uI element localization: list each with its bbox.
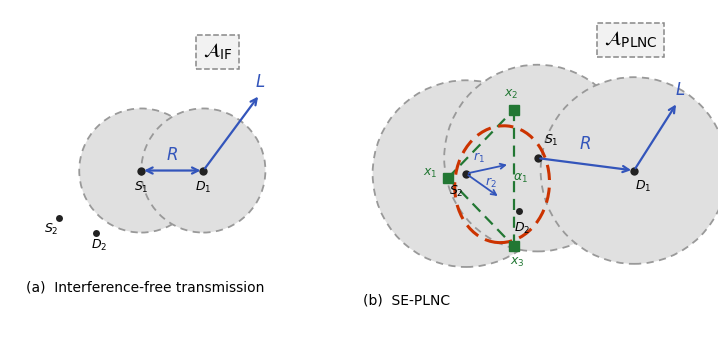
- Text: $S_1$: $S_1$: [134, 180, 149, 195]
- Circle shape: [373, 80, 559, 267]
- Text: L: L: [255, 73, 264, 91]
- Text: (b)  SE-PLNC: (b) SE-PLNC: [363, 293, 450, 307]
- Text: $D_1$: $D_1$: [635, 179, 651, 193]
- Text: L: L: [676, 81, 685, 98]
- Text: $x_3$: $x_3$: [510, 255, 524, 269]
- Text: $D_1$: $D_1$: [195, 180, 212, 195]
- Text: $r_1$: $r_1$: [472, 151, 485, 165]
- Text: $S_1$: $S_1$: [544, 133, 559, 148]
- Text: $x_1$: $x_1$: [424, 166, 438, 180]
- Text: $S_2$: $S_2$: [44, 222, 58, 237]
- Text: $\mathcal{A}_{\mathsf{PLNC}}$: $\mathcal{A}_{\mathsf{PLNC}}$: [604, 30, 658, 50]
- Text: R: R: [580, 135, 592, 153]
- Text: $\alpha_1$: $\alpha_1$: [513, 172, 528, 184]
- Text: R: R: [167, 146, 178, 164]
- Circle shape: [541, 77, 718, 264]
- Text: $S_2$: $S_2$: [449, 183, 464, 199]
- Text: $x_2$: $x_2$: [503, 87, 518, 101]
- Circle shape: [444, 65, 631, 251]
- Text: $\mathcal{A}_{\mathsf{IF}}$: $\mathcal{A}_{\mathsf{IF}}$: [202, 42, 233, 62]
- Text: $D_2$: $D_2$: [91, 237, 107, 253]
- Text: (a)  Interference-free transmission: (a) Interference-free transmission: [26, 280, 264, 295]
- Circle shape: [141, 109, 266, 232]
- Text: $r_2$: $r_2$: [485, 175, 496, 190]
- Circle shape: [79, 109, 203, 232]
- Text: $D_2$: $D_2$: [514, 221, 530, 236]
